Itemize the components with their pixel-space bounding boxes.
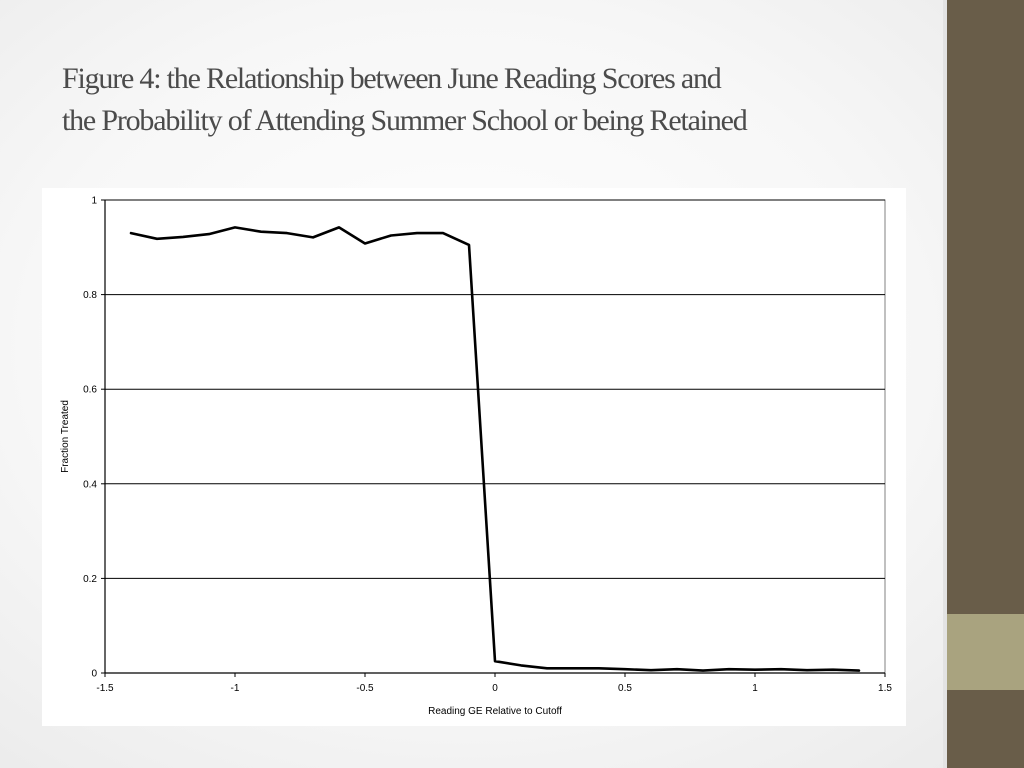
x-tick-label-5: 1 [752, 683, 758, 694]
line-chart: 0 0.2 0.4 0.6 0.8 1 -1.5 -1 -0.5 0 0.5 1 1.5 Reading … [60, 196, 892, 718]
y-tick-label-4: 0.8 [83, 290, 97, 301]
x-tick-label-6: 1.5 [878, 683, 892, 694]
x-tick-label-0: -1.5 [96, 683, 114, 694]
y-tick-label-0: 0 [91, 669, 97, 680]
chart-container: 0 0.2 0.4 0.6 0.8 1 -1.5 -1 -0.5 0 0.5 1 1.5 Reading … [42, 188, 906, 726]
x-tick-label-2: -0.5 [356, 683, 374, 694]
x-tick-label-4: 0.5 [618, 683, 632, 694]
plot-area-border [104, 199, 886, 674]
slide-title-line-2: the Probability of Attending Summer Scho… [62, 104, 748, 137]
x-axis-label: Reading GE Relative to Cutoff [428, 706, 562, 717]
slide-title-line-1: Figure 4: the Relationship between June … [62, 62, 722, 95]
x-tick-label-3: 0 [492, 683, 498, 694]
y-tick-label-3: 0.6 [83, 385, 97, 396]
y-tick-label-5: 1 [91, 196, 97, 207]
series-line-0 [129, 226, 861, 672]
side-accent-block [947, 614, 1024, 690]
y-axis-label: Fraction Treated [60, 400, 71, 473]
x-tick-label-1: -1 [231, 683, 240, 694]
slide-title: Figure 4: the Relationship between June … [62, 58, 922, 142]
side-divider [943, 0, 947, 768]
y-tick-label-1: 0.2 [83, 574, 97, 585]
y-tick-label-2: 0.4 [83, 479, 97, 490]
